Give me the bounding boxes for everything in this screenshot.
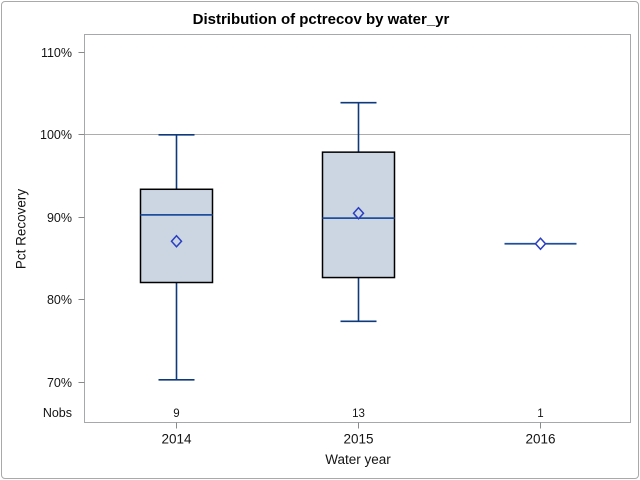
mean-diamond-icon bbox=[352, 206, 365, 220]
box-2016 bbox=[504, 237, 577, 251]
y-tick-label: 70% bbox=[47, 376, 72, 390]
x-axis-title: Water year bbox=[325, 452, 391, 467]
y-tick-label: 80% bbox=[47, 293, 72, 307]
y-tick-label: 110% bbox=[41, 46, 72, 60]
x-tick-label: 2016 bbox=[525, 432, 555, 447]
mean-diamond-icon bbox=[170, 234, 183, 248]
nobs-row-label: Nobs bbox=[42, 406, 72, 420]
plot-frame bbox=[84, 34, 631, 423]
nobs-value: 13 bbox=[352, 408, 365, 420]
box-2014 bbox=[139, 134, 214, 381]
x-tick-label: 2014 bbox=[161, 432, 192, 447]
x-tick-label: 2015 bbox=[343, 432, 373, 447]
nobs-value: 9 bbox=[173, 408, 179, 420]
y-tick-label: 90% bbox=[47, 211, 72, 225]
nobs-value: 1 bbox=[537, 408, 543, 420]
box-2015 bbox=[321, 101, 396, 323]
mean-diamond-icon bbox=[534, 237, 547, 251]
y-tick-label: 100% bbox=[40, 128, 72, 142]
chart-title: Distribution of pctrecov by water_yr bbox=[192, 11, 450, 28]
